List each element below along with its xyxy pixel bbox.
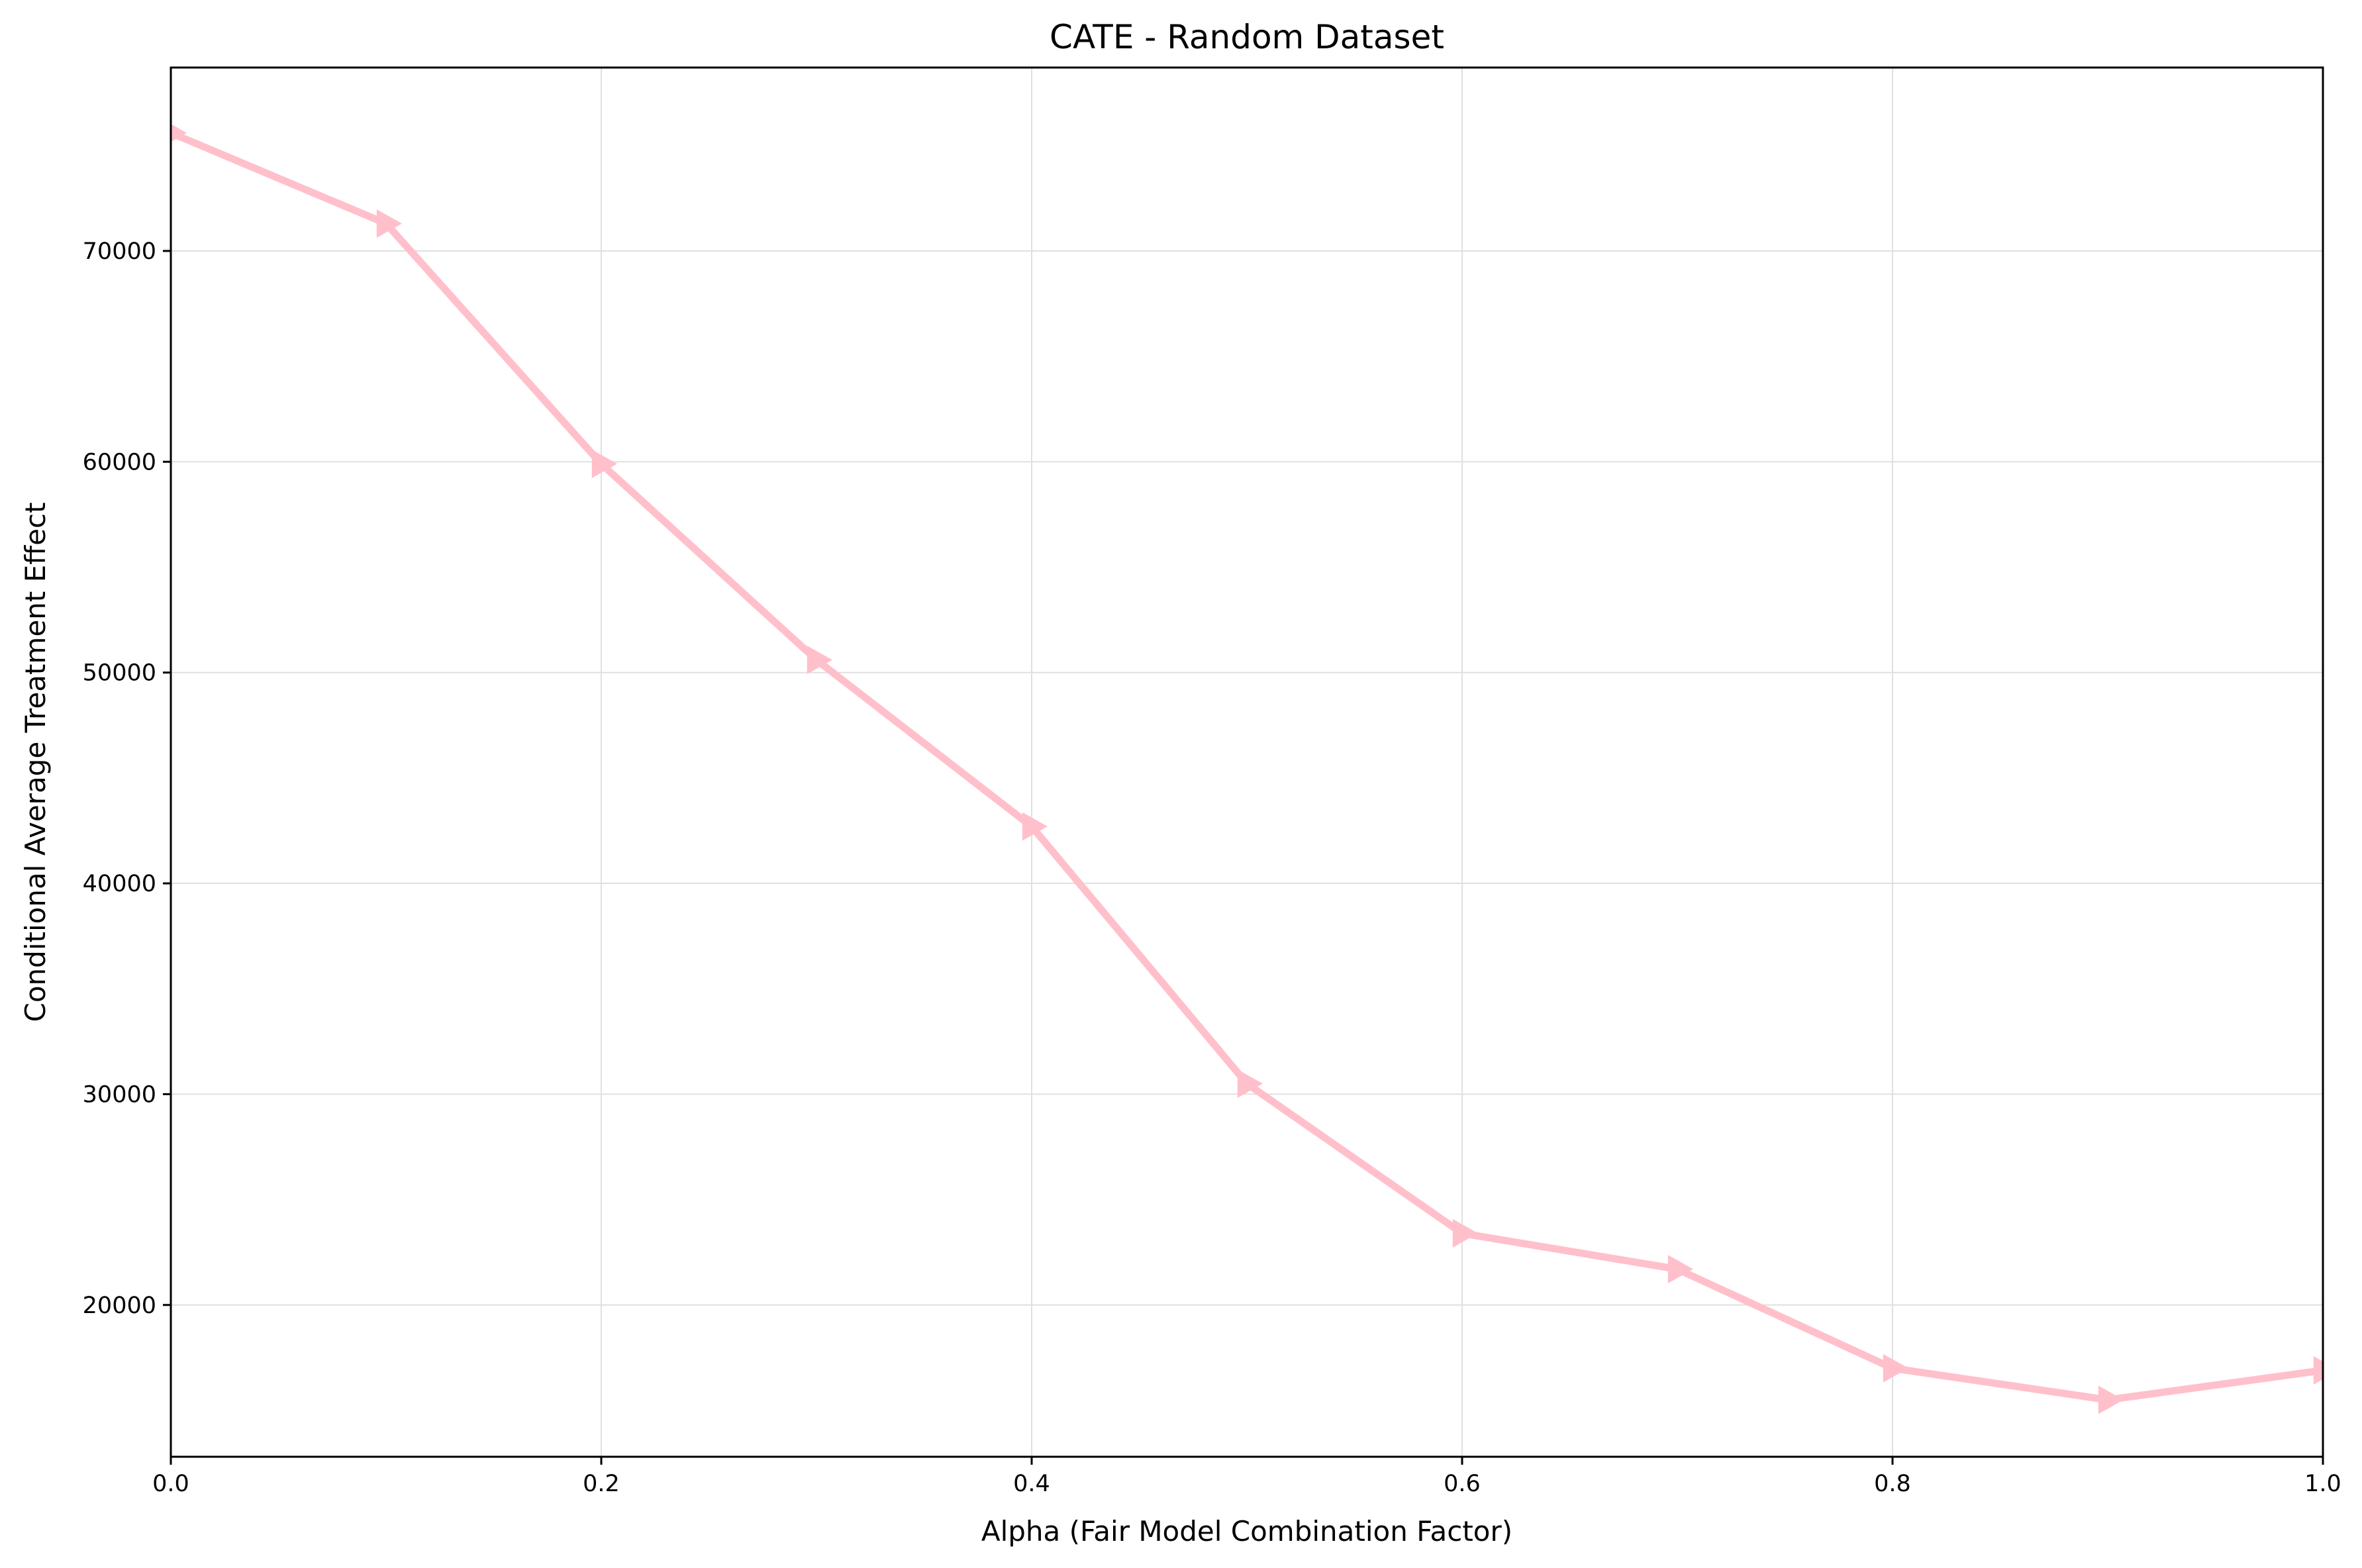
data-point-marker [1883,1353,1909,1383]
data-point-marker [376,209,403,238]
data-point-marker [591,450,618,479]
x-tick-label: 0.0 [152,1471,189,1497]
plot-frame [170,66,2324,1458]
y-tick-label: 70000 [83,238,156,265]
marker-layer [171,124,2323,1414]
y-axis-label: Conditional Average Treatment Effect [19,503,52,1022]
data-point-marker [1452,1219,1479,1248]
data-point-marker [2098,1385,2124,1414]
y-tick-label: 50000 [83,660,156,687]
y-tick-label: 40000 [83,871,156,897]
y-axis: 20000 30000 40000 50000 60000 70000 [83,238,171,1319]
chart-title: CATE - Random Dataset [1050,18,1444,56]
data-point-marker [171,124,187,142]
x-axis: 0.0 0.2 0.4 0.6 0.8 1.0 [152,1457,2341,1497]
data-point-marker [2313,1355,2323,1385]
x-tick-label: 0.6 [1444,1471,1481,1497]
x-tick-label: 0.4 [1013,1471,1050,1497]
x-axis-label: Alpha (Fair Model Combination Factor) [981,1515,1512,1547]
x-tick-label: 0.2 [583,1471,620,1497]
y-tick-label: 60000 [83,449,156,475]
x-tick-label: 1.0 [2304,1471,2341,1497]
y-tick-label: 30000 [83,1081,156,1108]
data-point-marker [1667,1255,1694,1284]
data-point-marker [1022,812,1048,841]
x-tick-label: 0.8 [1874,1471,1911,1497]
y-tick-label: 20000 [83,1293,156,1319]
data-point-marker [807,646,833,675]
data-point-marker [1237,1069,1263,1099]
